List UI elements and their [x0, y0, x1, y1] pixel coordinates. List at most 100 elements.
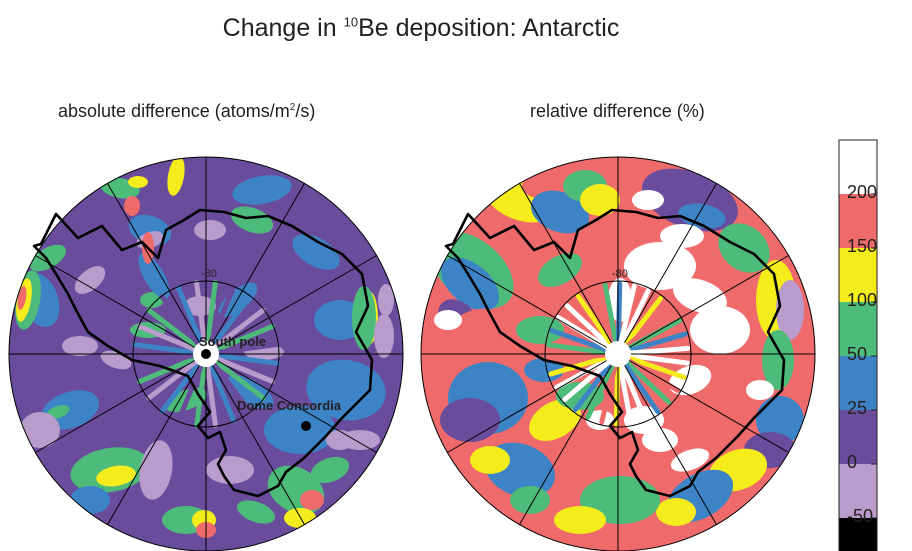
dome-concordia-marker [301, 421, 311, 431]
colorbar-bin [839, 194, 877, 248]
absolute-contour-patch [230, 206, 274, 234]
absolute-contour-patch [124, 196, 140, 216]
relative-contour-patch [642, 428, 678, 452]
absolute-contour-patch [292, 234, 340, 270]
absolute-contour-patch [194, 220, 226, 240]
absolute-contour-patch [70, 486, 110, 514]
absolute-lat-label: -80 [201, 268, 217, 280]
relative-contour-patch [440, 257, 500, 311]
absolute-contour-patch [167, 157, 185, 196]
absolute-contour-patch [306, 359, 386, 421]
absolute-contour-patch [128, 176, 148, 188]
colorbar-bin [839, 410, 877, 464]
relative-panel-field [421, 157, 815, 551]
panel-title-relative: relative difference (%) [530, 101, 705, 121]
absolute-contour-patch [74, 266, 106, 294]
absolute-contour-patch [300, 490, 324, 510]
absolute-contour-patch [226, 375, 274, 409]
absolute-contour-patch [96, 465, 136, 487]
relative-contour-patch [668, 364, 712, 396]
relative-contour-patch [670, 448, 710, 472]
colorbar-tick-label: 150 [847, 236, 877, 256]
colorbar-tick-label: 200 [847, 182, 877, 202]
absolute-contour-patch [378, 284, 394, 316]
relative-contour-patch [624, 242, 696, 290]
absolute-contour-patch [29, 244, 67, 272]
meridian-line [107, 365, 200, 525]
colorbar-bin [839, 248, 877, 302]
absolute-contour-patch [138, 252, 170, 300]
absolute-contour-patch [310, 456, 350, 484]
dome-concordia-label: Dome Concordia [237, 398, 342, 413]
relative-contour-patch [673, 278, 727, 314]
relative-contour-patch [690, 306, 750, 354]
colorbar-tick-label: 25 [847, 398, 867, 418]
south-pole-label: South pole [199, 334, 266, 349]
absolute-contour-patch [206, 456, 254, 484]
relative-contour-patch [678, 203, 726, 229]
meridian-line [107, 183, 200, 343]
absolute-graticule [8, 156, 404, 551]
relative-contour-patch [656, 498, 696, 526]
relative-contour-patch [530, 190, 590, 234]
meridian-line [217, 360, 377, 453]
absolute-contour-patch [218, 282, 258, 318]
relative-contour-patch [580, 184, 620, 216]
absolute-contour-patch [340, 430, 380, 450]
relative-contour-patch [554, 506, 606, 534]
colorbar-tick-label: 100 [847, 290, 877, 310]
panel-title-absolute: absolute difference (atoms/m2/s) [58, 101, 316, 121]
meridian-line [519, 365, 612, 525]
absolute-contour-patch [264, 406, 336, 454]
relative-contour-patch [529, 399, 581, 441]
meridian-line [519, 183, 612, 343]
colorbar-bin [839, 302, 877, 356]
absolute-contour-patch [232, 175, 292, 205]
meridian-line [35, 255, 195, 348]
south-pole-marker [201, 349, 211, 359]
meridian-line [217, 255, 377, 348]
absolute-contour-patch [20, 412, 60, 448]
relative-contour-patch [510, 486, 550, 514]
colorbar-tick-label: 50 [847, 344, 867, 364]
absolute-contour-patch [284, 508, 316, 528]
relative-pole-hole [605, 341, 631, 367]
colorbar-bin [839, 356, 877, 410]
relative-contour-patch [746, 380, 774, 400]
meridian-line [624, 183, 717, 343]
meridian-line [212, 365, 305, 525]
absolute-contour-patch [46, 405, 70, 419]
relative-contour-patch [756, 396, 804, 444]
meridian-line [35, 360, 195, 453]
relative-contour-patch [440, 398, 500, 442]
colorbar-tick-label: -50 [847, 506, 873, 526]
relative-lat-label: -80 [612, 268, 628, 280]
colorbar-tick-label: 0 [847, 452, 857, 472]
relative-contour-patch [538, 252, 582, 288]
relative-contour-patch [632, 190, 664, 210]
absolute-contour-patch [236, 500, 276, 524]
meridian-line [212, 183, 305, 343]
absolute-contour-patch [17, 286, 27, 310]
colorbar: 200 150 100 50 25 0 -50 [838, 139, 878, 551]
relative-graticule [420, 156, 816, 551]
chart-title: Change in 10Be deposition: Antarctic [222, 14, 620, 42]
absolute-contour-patch [352, 286, 376, 350]
relative-contour-patch [776, 280, 804, 340]
absolute-contour-patch [62, 336, 98, 356]
relative-contour-patch [660, 224, 704, 248]
colorbar-bin [839, 518, 877, 551]
absolute-contour-patch [374, 314, 394, 358]
colorbar-bin [839, 464, 877, 518]
meridian-line [624, 365, 717, 525]
meridian-line [629, 255, 789, 348]
meridian-line [447, 360, 607, 453]
meridian-line [447, 255, 607, 348]
meridian-line [629, 360, 789, 453]
relative-contour-patch [434, 310, 462, 330]
relative-contour-patch [524, 358, 564, 382]
relative-contour-patch [470, 446, 510, 474]
relative-contour-patch [762, 330, 794, 390]
